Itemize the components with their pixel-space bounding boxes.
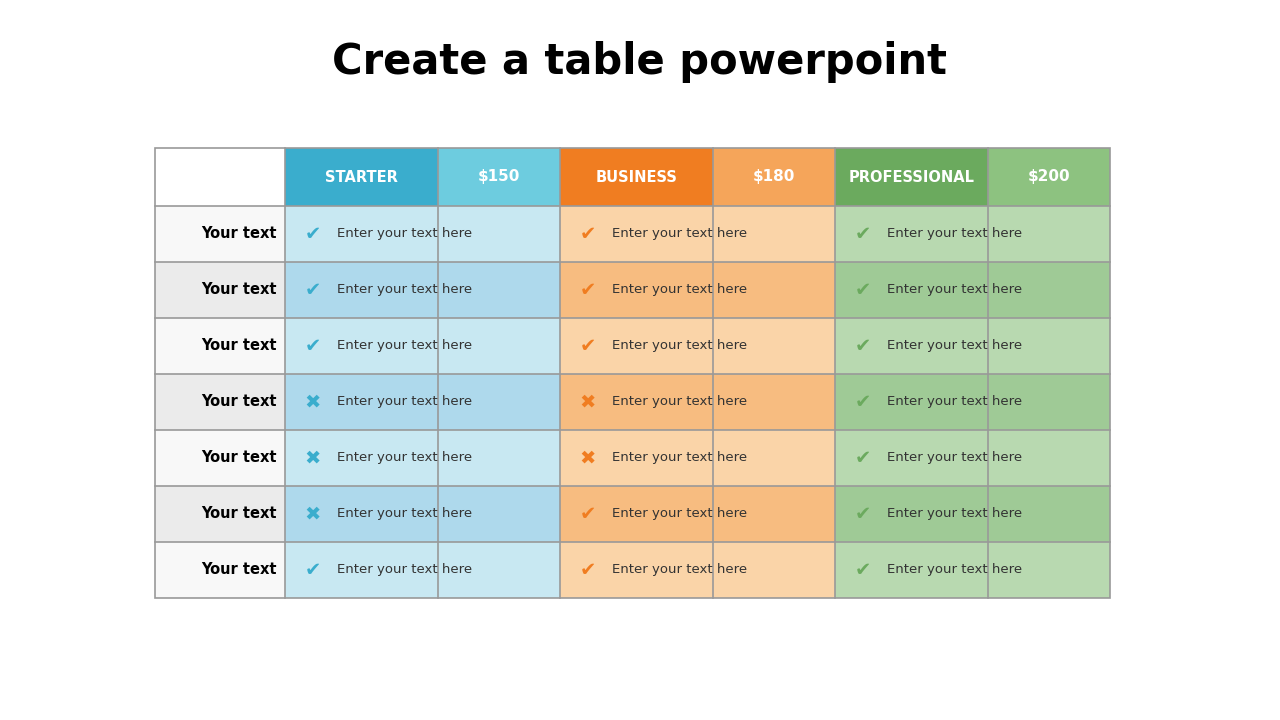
Bar xyxy=(835,148,988,206)
Text: ✖: ✖ xyxy=(580,449,596,467)
Bar xyxy=(561,148,713,206)
Bar xyxy=(835,542,1110,598)
Bar xyxy=(438,148,561,206)
Bar xyxy=(155,430,285,486)
Text: Enter your text here: Enter your text here xyxy=(887,284,1023,297)
Text: Enter your text here: Enter your text here xyxy=(612,564,748,577)
Text: Enter your text here: Enter your text here xyxy=(612,340,748,353)
Bar xyxy=(988,148,1110,206)
Text: Enter your text here: Enter your text here xyxy=(612,228,748,240)
Bar xyxy=(155,542,285,598)
Bar xyxy=(285,374,561,430)
Text: ✔: ✔ xyxy=(855,336,872,356)
Bar xyxy=(285,318,561,374)
Bar xyxy=(561,486,835,542)
Text: $180: $180 xyxy=(753,169,795,184)
Bar xyxy=(835,262,1110,318)
Text: $200: $200 xyxy=(1028,169,1070,184)
Bar xyxy=(155,206,285,262)
Text: ✖: ✖ xyxy=(580,392,596,412)
Text: Enter your text here: Enter your text here xyxy=(337,340,472,353)
Text: Enter your text here: Enter your text here xyxy=(887,395,1023,408)
Text: ✔: ✔ xyxy=(580,505,596,523)
Bar xyxy=(285,262,561,318)
Text: Enter your text here: Enter your text here xyxy=(612,508,748,521)
Text: ✔: ✔ xyxy=(855,560,872,580)
Text: ✔: ✔ xyxy=(305,281,321,300)
Bar xyxy=(155,148,285,206)
Text: Enter your text here: Enter your text here xyxy=(887,451,1023,464)
Bar xyxy=(835,206,1110,262)
Text: ✔: ✔ xyxy=(580,336,596,356)
Bar xyxy=(835,374,1110,430)
Text: ✔: ✔ xyxy=(855,225,872,243)
Text: Enter your text here: Enter your text here xyxy=(337,564,472,577)
Bar xyxy=(835,486,1110,542)
Bar xyxy=(285,206,561,262)
Text: Enter your text here: Enter your text here xyxy=(337,395,472,408)
Text: ✔: ✔ xyxy=(580,281,596,300)
Text: BUSINESS: BUSINESS xyxy=(595,169,677,184)
Text: Enter your text here: Enter your text here xyxy=(612,284,748,297)
Text: Enter your text here: Enter your text here xyxy=(887,508,1023,521)
Text: Your text: Your text xyxy=(201,506,276,521)
Text: ✔: ✔ xyxy=(305,336,321,356)
Bar xyxy=(561,542,835,598)
Text: Your text: Your text xyxy=(201,395,276,410)
Bar xyxy=(285,542,561,598)
Text: Enter your text here: Enter your text here xyxy=(612,395,748,408)
Text: ✔: ✔ xyxy=(855,505,872,523)
Bar xyxy=(155,374,285,430)
Text: Your text: Your text xyxy=(201,451,276,466)
Text: STARTER: STARTER xyxy=(325,169,398,184)
Text: PROFESSIONAL: PROFESSIONAL xyxy=(849,169,974,184)
Text: Enter your text here: Enter your text here xyxy=(337,284,472,297)
Bar xyxy=(155,148,1110,598)
Text: Enter your text here: Enter your text here xyxy=(337,451,472,464)
Text: ✖: ✖ xyxy=(305,392,321,412)
Text: ✖: ✖ xyxy=(305,449,321,467)
Bar xyxy=(285,430,561,486)
Text: ✔: ✔ xyxy=(305,225,321,243)
Text: $150: $150 xyxy=(477,169,520,184)
Bar xyxy=(285,148,438,206)
Bar xyxy=(155,262,285,318)
Text: ✖: ✖ xyxy=(305,505,321,523)
Text: Your text: Your text xyxy=(201,282,276,297)
Text: Enter your text here: Enter your text here xyxy=(887,340,1023,353)
Bar xyxy=(713,148,835,206)
Bar xyxy=(285,486,561,542)
Text: Enter your text here: Enter your text here xyxy=(887,564,1023,577)
Text: Create a table powerpoint: Create a table powerpoint xyxy=(333,41,947,83)
Text: Your text: Your text xyxy=(201,338,276,354)
Text: Your text: Your text xyxy=(201,562,276,577)
Bar xyxy=(561,262,835,318)
Text: Your text: Your text xyxy=(201,227,276,241)
Text: ✔: ✔ xyxy=(305,560,321,580)
Text: Enter your text here: Enter your text here xyxy=(337,508,472,521)
Bar xyxy=(561,206,835,262)
Bar xyxy=(155,486,285,542)
Bar xyxy=(835,430,1110,486)
Text: Enter your text here: Enter your text here xyxy=(612,451,748,464)
Text: ✔: ✔ xyxy=(855,449,872,467)
Text: ✔: ✔ xyxy=(580,560,596,580)
Text: ✔: ✔ xyxy=(855,392,872,412)
Text: Enter your text here: Enter your text here xyxy=(337,228,472,240)
Bar xyxy=(835,318,1110,374)
Bar xyxy=(561,430,835,486)
Bar xyxy=(561,374,835,430)
Text: ✔: ✔ xyxy=(855,281,872,300)
Text: ✔: ✔ xyxy=(580,225,596,243)
Bar xyxy=(561,318,835,374)
Text: Enter your text here: Enter your text here xyxy=(887,228,1023,240)
Bar xyxy=(155,318,285,374)
